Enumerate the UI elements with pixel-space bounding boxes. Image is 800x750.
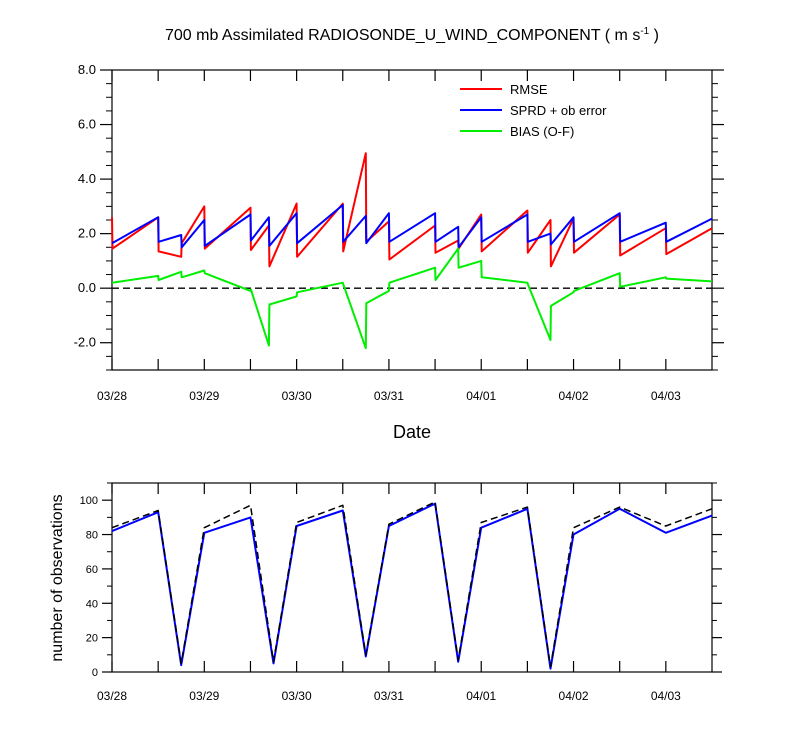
x-axis-label: Date [393,422,431,442]
x-tick-label: 03/29 [189,689,219,703]
y-tick-label: 40 [86,598,98,610]
top-plot: 03/28 03/29 03/30 03/31 04/01 04/02 04/03 -2.0 0… [74,62,724,403]
y-tick-label: 4.0 [78,171,96,186]
legend-label: SPRD + ob error [510,103,607,118]
x-tick-label: 04/02 [559,689,589,703]
x-tick-label: 03/31 [374,389,404,403]
x-tick-label: 03/31 [374,689,404,703]
y-tick-label: 20 [86,633,98,645]
series-line-solid-0 [111,502,713,670]
y-tick-label: 100 [80,495,98,507]
bottom-plot: 03/28 03/29 03/30 03/31 04/01 04/02 04/03 0 20 40… [80,482,722,703]
title-superscript: -1 [640,26,649,37]
x-tick-label: 04/03 [651,689,681,703]
legend: RMSE SPRD + ob error BIAS (O-F) [460,82,607,139]
plot-frame [111,69,713,371]
y-tick-label: 6.0 [78,117,96,132]
y-tick-label: 80 [86,530,98,542]
x-tick-label: 03/30 [282,389,312,403]
y-tick-label: 60 [86,564,98,576]
legend-label: BIAS (O-F) [510,124,574,139]
y-tick-label: 2.0 [78,226,96,241]
x-tick-label: 04/03 [651,389,681,403]
y-axis-label-observations: number of observations [49,494,66,661]
chart-title: 700 mb Assimilated RADIOSONDE_U_WIND_COM… [165,26,659,44]
x-tick-label: 03/29 [189,389,219,403]
y-tick-label: -2.0 [74,335,96,350]
y-tick-label: 8.0 [78,62,96,77]
x-tick-label: 03/28 [97,689,127,703]
series-line-rmse [111,152,713,268]
series-line-sprd-ob-error [111,204,713,249]
series-line-bias-o-f- [111,247,713,350]
x-tick-label: 04/01 [466,689,496,703]
x-tick-label: 04/02 [559,389,589,403]
x-tick-label: 03/28 [97,389,127,403]
series-line-dashed-1 [111,501,713,668]
y-tick-label: 0 [92,667,98,679]
plot-frame [111,482,713,673]
x-tick-label: 03/30 [282,689,312,703]
y-tick-label: 0.0 [78,280,96,295]
x-tick-label: 04/01 [466,389,496,403]
legend-label: RMSE [510,82,548,97]
